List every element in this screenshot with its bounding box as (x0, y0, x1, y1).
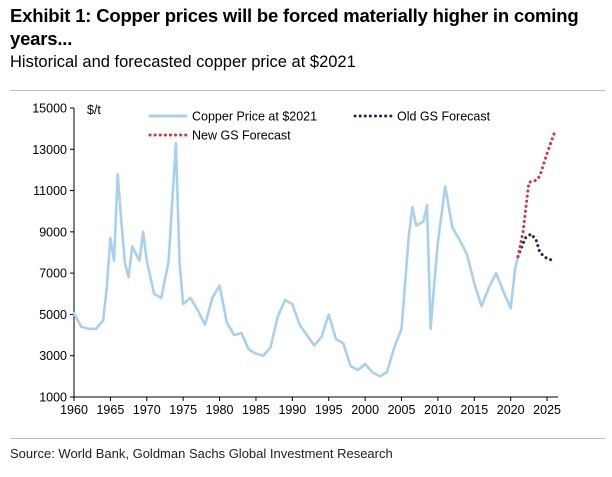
legend-label-old-gs-forecast: Old GS Forecast (397, 110, 491, 124)
y-tick-label: 13000 (32, 143, 67, 157)
x-tick-label: 1990 (278, 403, 306, 417)
y-tick-label: 9000 (39, 225, 67, 239)
y-tick-label: 5000 (39, 308, 67, 322)
y-unit-label: $/t (87, 103, 101, 117)
legend-group: Copper Price at $2021 Old GS Forecast New … (148, 110, 491, 143)
x-tick-label: 2015 (460, 403, 488, 417)
y-tick-label: 7000 (39, 267, 67, 281)
bottom-divider (10, 438, 605, 439)
x-tick-label: 2000 (351, 403, 379, 417)
series-line-copper-price-at-2021 (72, 141, 520, 378)
x-tick-label: 1960 (60, 403, 88, 417)
chart-subtitle: Historical and forecasted copper price a… (10, 53, 356, 71)
x-tick-label: 1975 (169, 403, 197, 417)
top-divider (10, 90, 605, 91)
tick-labels-group: 1000 3000 5000 7000 9000 11000 13000 15000 1960 1… (32, 102, 561, 418)
y-tick-label: 15000 (32, 102, 67, 116)
y-tick-label: 3000 (39, 349, 67, 363)
x-tick-label: 1980 (206, 403, 234, 417)
x-tick-label: 2020 (497, 403, 525, 417)
series-line-old-gs-forecast (516, 232, 556, 263)
x-tick-label: 1970 (133, 403, 161, 417)
x-tick-label: 1985 (242, 403, 270, 417)
x-tick-label: 2010 (424, 403, 452, 417)
x-tick-label: 2025 (533, 403, 561, 417)
x-tick-label: 2005 (388, 403, 416, 417)
exhibit-title: Exhibit 1: Copper prices will be forced … (10, 5, 579, 49)
x-tick-label: 1995 (315, 403, 343, 417)
x-tick-label: 1965 (96, 403, 124, 417)
legend-label-new-gs-forecast: New GS Forecast (192, 129, 291, 143)
y-tick-label: 11000 (33, 184, 67, 198)
source-note: Source: World Bank, Goldman Sachs Global… (10, 446, 393, 461)
series-line-new-gs-forecast (516, 131, 556, 259)
axes-group (70, 107, 558, 401)
series-lines-group (72, 131, 556, 378)
legend-label-copper-price-at-2021: Copper Price at $2021 (192, 110, 317, 124)
y-tick-label: 1000 (39, 391, 67, 405)
